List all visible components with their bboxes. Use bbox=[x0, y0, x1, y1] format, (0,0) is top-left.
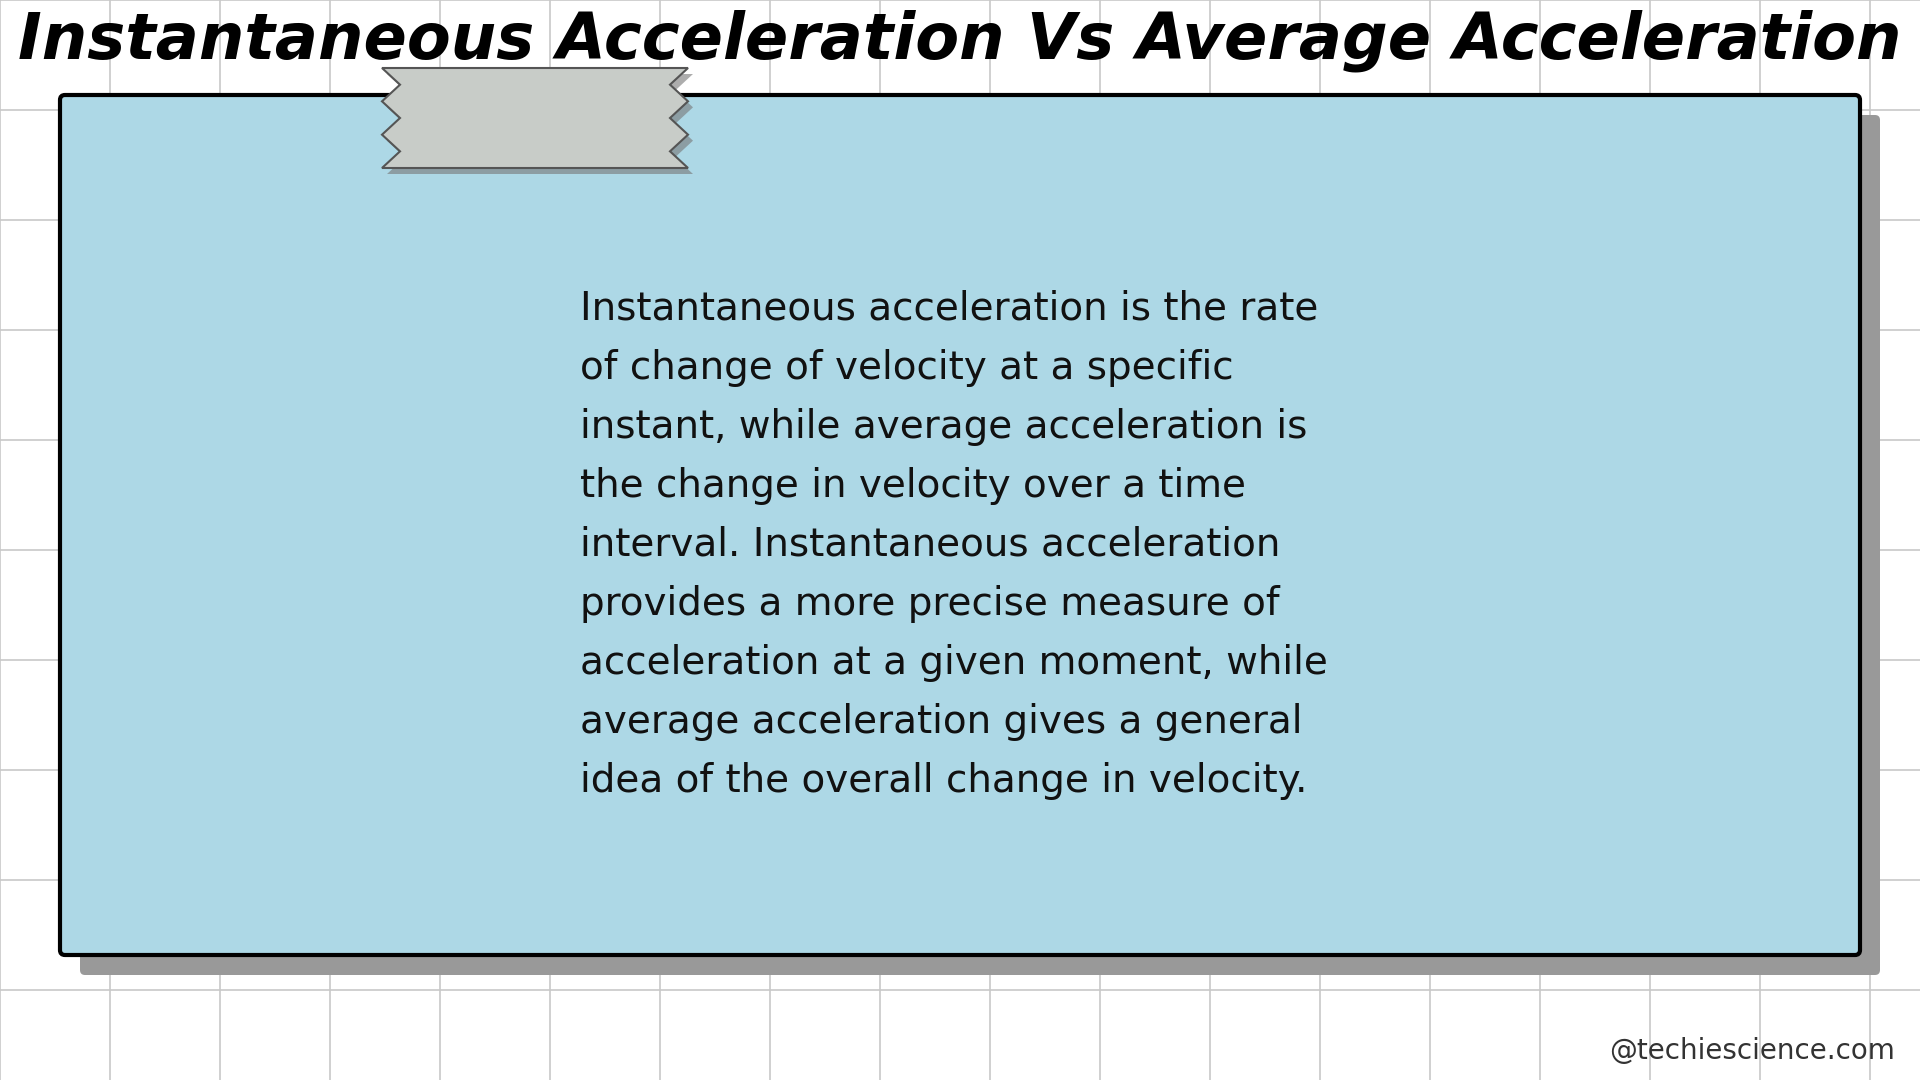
FancyBboxPatch shape bbox=[81, 114, 1880, 975]
Polygon shape bbox=[388, 75, 693, 174]
FancyBboxPatch shape bbox=[60, 95, 1860, 955]
Text: Instantaneous Acceleration Vs Average Acceleration: Instantaneous Acceleration Vs Average Ac… bbox=[19, 10, 1901, 72]
Text: @techiescience.com: @techiescience.com bbox=[1609, 1037, 1895, 1065]
Text: Instantaneous acceleration is the rate
of change of velocity at a specific
insta: Instantaneous acceleration is the rate o… bbox=[580, 291, 1329, 800]
Polygon shape bbox=[382, 68, 687, 168]
